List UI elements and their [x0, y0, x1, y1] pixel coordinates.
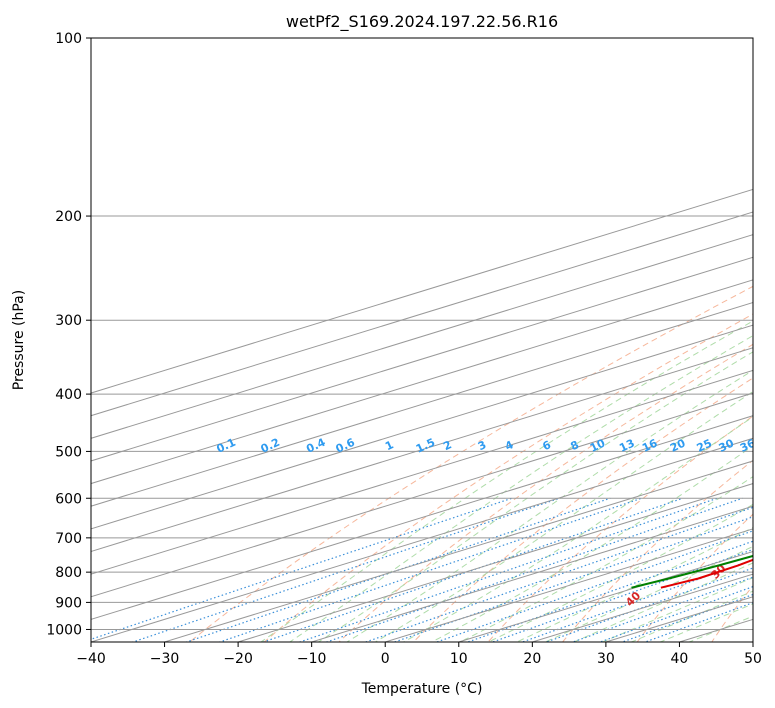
dry-adiabat-line: [636, 513, 753, 642]
moist-adiabat-line: [544, 545, 753, 642]
isotherm-line: [91, 256, 753, 462]
mixing-ratio-line: [364, 506, 753, 642]
y-axis-label: Pressure (hPa): [11, 290, 27, 390]
chart-title: wetPf2_S169.2024.197.22.56.R16: [286, 12, 558, 32]
x-tick-label: 50: [744, 651, 762, 667]
x-tick-label: 30: [597, 651, 615, 667]
mixing-ratio-line: [392, 516, 753, 642]
plot-area: [91, 38, 753, 642]
dry-adiabat-line: [263, 313, 753, 642]
y-tick-label: 900: [55, 595, 82, 611]
isoline-labels: -100-90-80-70-60-50-40-30-20-100.10.20.4…: [215, 436, 758, 610]
isotherm-line: [91, 211, 753, 417]
x-tick-label: 40: [671, 651, 689, 667]
isotherm-line: [91, 437, 753, 642]
mixing-ratio-label: 20: [668, 436, 688, 454]
isotherm-line: [237, 483, 753, 642]
mixing-ratio-label: 36: [738, 436, 758, 454]
x-tick-label: −30: [150, 651, 180, 667]
mixing-ratio-line: [217, 497, 642, 642]
mixing-ratio-label: 25: [695, 437, 714, 455]
isotherm-line: [164, 460, 753, 642]
moist-adiabat-line: [658, 603, 753, 642]
background-lines: [91, 38, 753, 642]
mixing-ratio-line: [91, 497, 512, 640]
dry-adiabat-line: [188, 285, 753, 642]
x-axis-label: Temperature (°C): [361, 681, 483, 697]
moist-adiabat-line: [572, 562, 753, 642]
x-tick-label: −40: [76, 651, 106, 667]
mixing-ratio-line: [261, 497, 683, 642]
isotherm-line: [91, 301, 753, 507]
isotherm-line: [91, 347, 753, 552]
mixing-ratio-line: [544, 567, 753, 642]
isotherm-line: [91, 234, 753, 439]
x-tick-label: 20: [523, 651, 541, 667]
mixing-ratio-label: 10: [588, 436, 608, 454]
y-tick-label: 700: [55, 531, 82, 547]
isotherm-line: [91, 415, 753, 620]
mixing-ratio-line: [435, 530, 753, 642]
x-tick-label: 10: [450, 651, 468, 667]
x-tick-label: −10: [297, 651, 327, 667]
y-tick-label: 200: [55, 209, 82, 225]
isotherm-line: [311, 505, 753, 642]
x-tick-label: −20: [223, 651, 253, 667]
isotherm-line: [91, 188, 753, 394]
mixing-ratio-line: [520, 559, 753, 642]
y-tick-label: 300: [55, 313, 82, 329]
y-tick-label: 600: [55, 491, 82, 507]
mixing-ratio-line: [490, 548, 753, 642]
isotherm-line: [91, 279, 753, 485]
isotherm-line: [385, 528, 753, 642]
isotherm-line: [752, 641, 753, 642]
axis-ticks: −40 −30 −20 −10 0 10 20 30 40 50 1000 900 800 700 600 5…: [46, 31, 762, 667]
x-tick-label: 0: [381, 651, 390, 667]
y-tick-label: 800: [55, 565, 82, 581]
mixing-ratio-line: [184, 497, 611, 642]
y-tick-label: 100: [55, 31, 82, 47]
mixing-ratio-line: [466, 540, 753, 642]
isotherm-line: [91, 392, 753, 598]
mixing-ratio-label: 13: [617, 437, 636, 455]
isotherm-line: [91, 324, 753, 530]
y-tick-label: 500: [55, 444, 82, 460]
isotherm-line: [91, 369, 753, 575]
y-tick-label: 1000: [46, 622, 82, 638]
mixing-ratio-label: 30: [717, 436, 737, 454]
y-tick-label: 400: [55, 387, 82, 403]
moist-adiabat-line: [374, 391, 753, 642]
mixing-ratio-label: 16: [640, 436, 660, 454]
plot-frame: [90, 37, 754, 643]
